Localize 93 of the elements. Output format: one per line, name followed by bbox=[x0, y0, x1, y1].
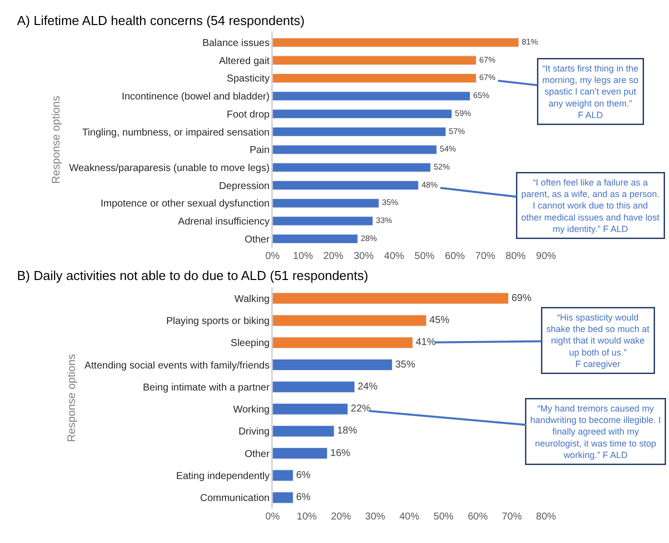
bar bbox=[272, 56, 476, 66]
x-tick-label: 70% bbox=[502, 512, 522, 523]
y-tick-label: Sleeping bbox=[230, 338, 270, 350]
data-label: 35% bbox=[395, 359, 416, 370]
y-axis-title: Response options bbox=[66, 353, 78, 442]
x-tick-label: 10% bbox=[292, 250, 314, 262]
y-tick-label: Balance issues bbox=[202, 38, 270, 50]
bar bbox=[272, 180, 419, 190]
bar bbox=[272, 470, 294, 482]
x-tick-label: 70% bbox=[475, 250, 496, 262]
x-tick-label: 40% bbox=[384, 250, 404, 262]
bar bbox=[272, 109, 452, 119]
data-label: 81% bbox=[522, 38, 538, 47]
bar bbox=[272, 198, 380, 208]
data-label: 59% bbox=[454, 108, 472, 118]
y-axis-title: Response options bbox=[50, 95, 63, 184]
bar bbox=[272, 492, 294, 504]
x-tick-label: 90% bbox=[536, 250, 556, 262]
annotation: “His spasticity would shake the bed so much at night that it would wake up both of us.” F caregiver bbox=[546, 312, 650, 370]
bar bbox=[272, 314, 427, 326]
bar bbox=[272, 74, 476, 83]
x-tick-label: 0% bbox=[265, 512, 280, 523]
data-label: 18% bbox=[337, 426, 358, 437]
x-tick-label: 80% bbox=[536, 512, 556, 523]
bar bbox=[272, 359, 392, 371]
y-tick-label: Adrenal insufficiency bbox=[178, 216, 270, 228]
x-tick-label: 20% bbox=[330, 512, 352, 523]
y-tick-label: Working bbox=[233, 404, 270, 416]
x-tick-label: 10% bbox=[296, 512, 317, 523]
data-label: 28% bbox=[360, 234, 377, 243]
data-label: 22% bbox=[350, 404, 371, 415]
y-tick-label: Playing sports or biking bbox=[166, 316, 270, 328]
y-tick-label: Walking bbox=[234, 294, 270, 305]
data-label: 24% bbox=[358, 381, 378, 392]
x-tick-label: 60% bbox=[468, 512, 488, 523]
x-tick-label: 50% bbox=[434, 512, 454, 523]
x-tick-label: 40% bbox=[399, 512, 420, 523]
data-label: 6% bbox=[296, 470, 311, 481]
y-tick-label: Depression bbox=[218, 180, 270, 192]
y-tick-label: Impotence or other sexual dysfunction bbox=[100, 198, 270, 210]
x-tick-label: 50% bbox=[414, 250, 435, 262]
bar bbox=[272, 91, 470, 101]
x-tick-label: 30% bbox=[365, 512, 386, 523]
annotation: “My hand tremors caused my handwriting to become illegible. I finally agreed with my neurologist, it was time to stop working.” F ALD bbox=[530, 403, 661, 460]
bar bbox=[272, 425, 334, 437]
x-tick-label: 0% bbox=[265, 250, 280, 262]
bar bbox=[272, 38, 519, 48]
data-label: 16% bbox=[330, 448, 350, 459]
bar bbox=[272, 336, 413, 348]
bar bbox=[272, 127, 446, 136]
bar bbox=[272, 216, 374, 226]
y-tick-label: Tingling, numbness, or impaired sensation bbox=[82, 127, 270, 138]
data-label: 52% bbox=[434, 162, 450, 172]
x-tick-label: 60% bbox=[444, 250, 466, 262]
text: A) Lifetime ALD health concerns (54 respondents) bbox=[17, 13, 305, 28]
data-label: 69% bbox=[511, 292, 532, 304]
x-tick-label: 30% bbox=[354, 250, 374, 262]
y-tick-label: Altered gait bbox=[218, 56, 270, 67]
data-label: 67% bbox=[479, 73, 496, 82]
y-tick-label: Attending social events with family/friends bbox=[84, 360, 270, 372]
bar bbox=[272, 144, 437, 154]
data-label: 67% bbox=[479, 55, 496, 64]
y-tick-label: Communication bbox=[200, 493, 270, 504]
y-tick-label: Being intimate with a partner bbox=[142, 382, 270, 394]
data-label: 41% bbox=[416, 337, 436, 348]
y-tick-label: Other bbox=[244, 234, 270, 246]
y-tick-label: Pain bbox=[250, 145, 270, 156]
bar bbox=[272, 292, 509, 304]
data-label: 65% bbox=[473, 91, 490, 100]
chart-title: B) Daily activities not able to do due to ALD (51 respondents) bbox=[17, 268, 368, 283]
annotation: “It starts first thing in the morning, my legs are so spastic I can’t even put any weight on them.” F ALD bbox=[542, 63, 638, 120]
x-tick-label: 80% bbox=[506, 250, 526, 262]
bar bbox=[272, 162, 431, 172]
data-label: 6% bbox=[296, 492, 311, 504]
data-label: 57% bbox=[448, 126, 465, 136]
data-label: 48% bbox=[421, 180, 438, 190]
y-tick-label: Spasticity bbox=[226, 74, 270, 85]
x-tick-label: 20% bbox=[323, 250, 344, 262]
bar bbox=[272, 381, 355, 393]
y-tick-label: Incontinence (bowel and bladder) bbox=[122, 92, 270, 103]
bar bbox=[272, 403, 348, 415]
bar bbox=[272, 448, 328, 460]
data-label: 45% bbox=[429, 315, 450, 326]
data-label: 35% bbox=[382, 198, 398, 208]
y-tick-label: Eating independently bbox=[176, 470, 270, 482]
y-tick-label: Driving bbox=[238, 426, 270, 438]
data-label: 54% bbox=[440, 144, 456, 154]
data-label: 33% bbox=[376, 216, 392, 226]
y-tick-label: Weakness/paraparesis (unable to move legs) bbox=[69, 162, 270, 174]
y-tick-label: Foot drop bbox=[226, 109, 270, 120]
bar bbox=[272, 234, 358, 244]
y-tick-label: Other bbox=[244, 448, 270, 460]
annotation: “I often feel like a failure as a parent, as a wife, and as a person. I cannot work due to this and other medical issues and have lost my identity.” F ALD bbox=[521, 177, 660, 234]
